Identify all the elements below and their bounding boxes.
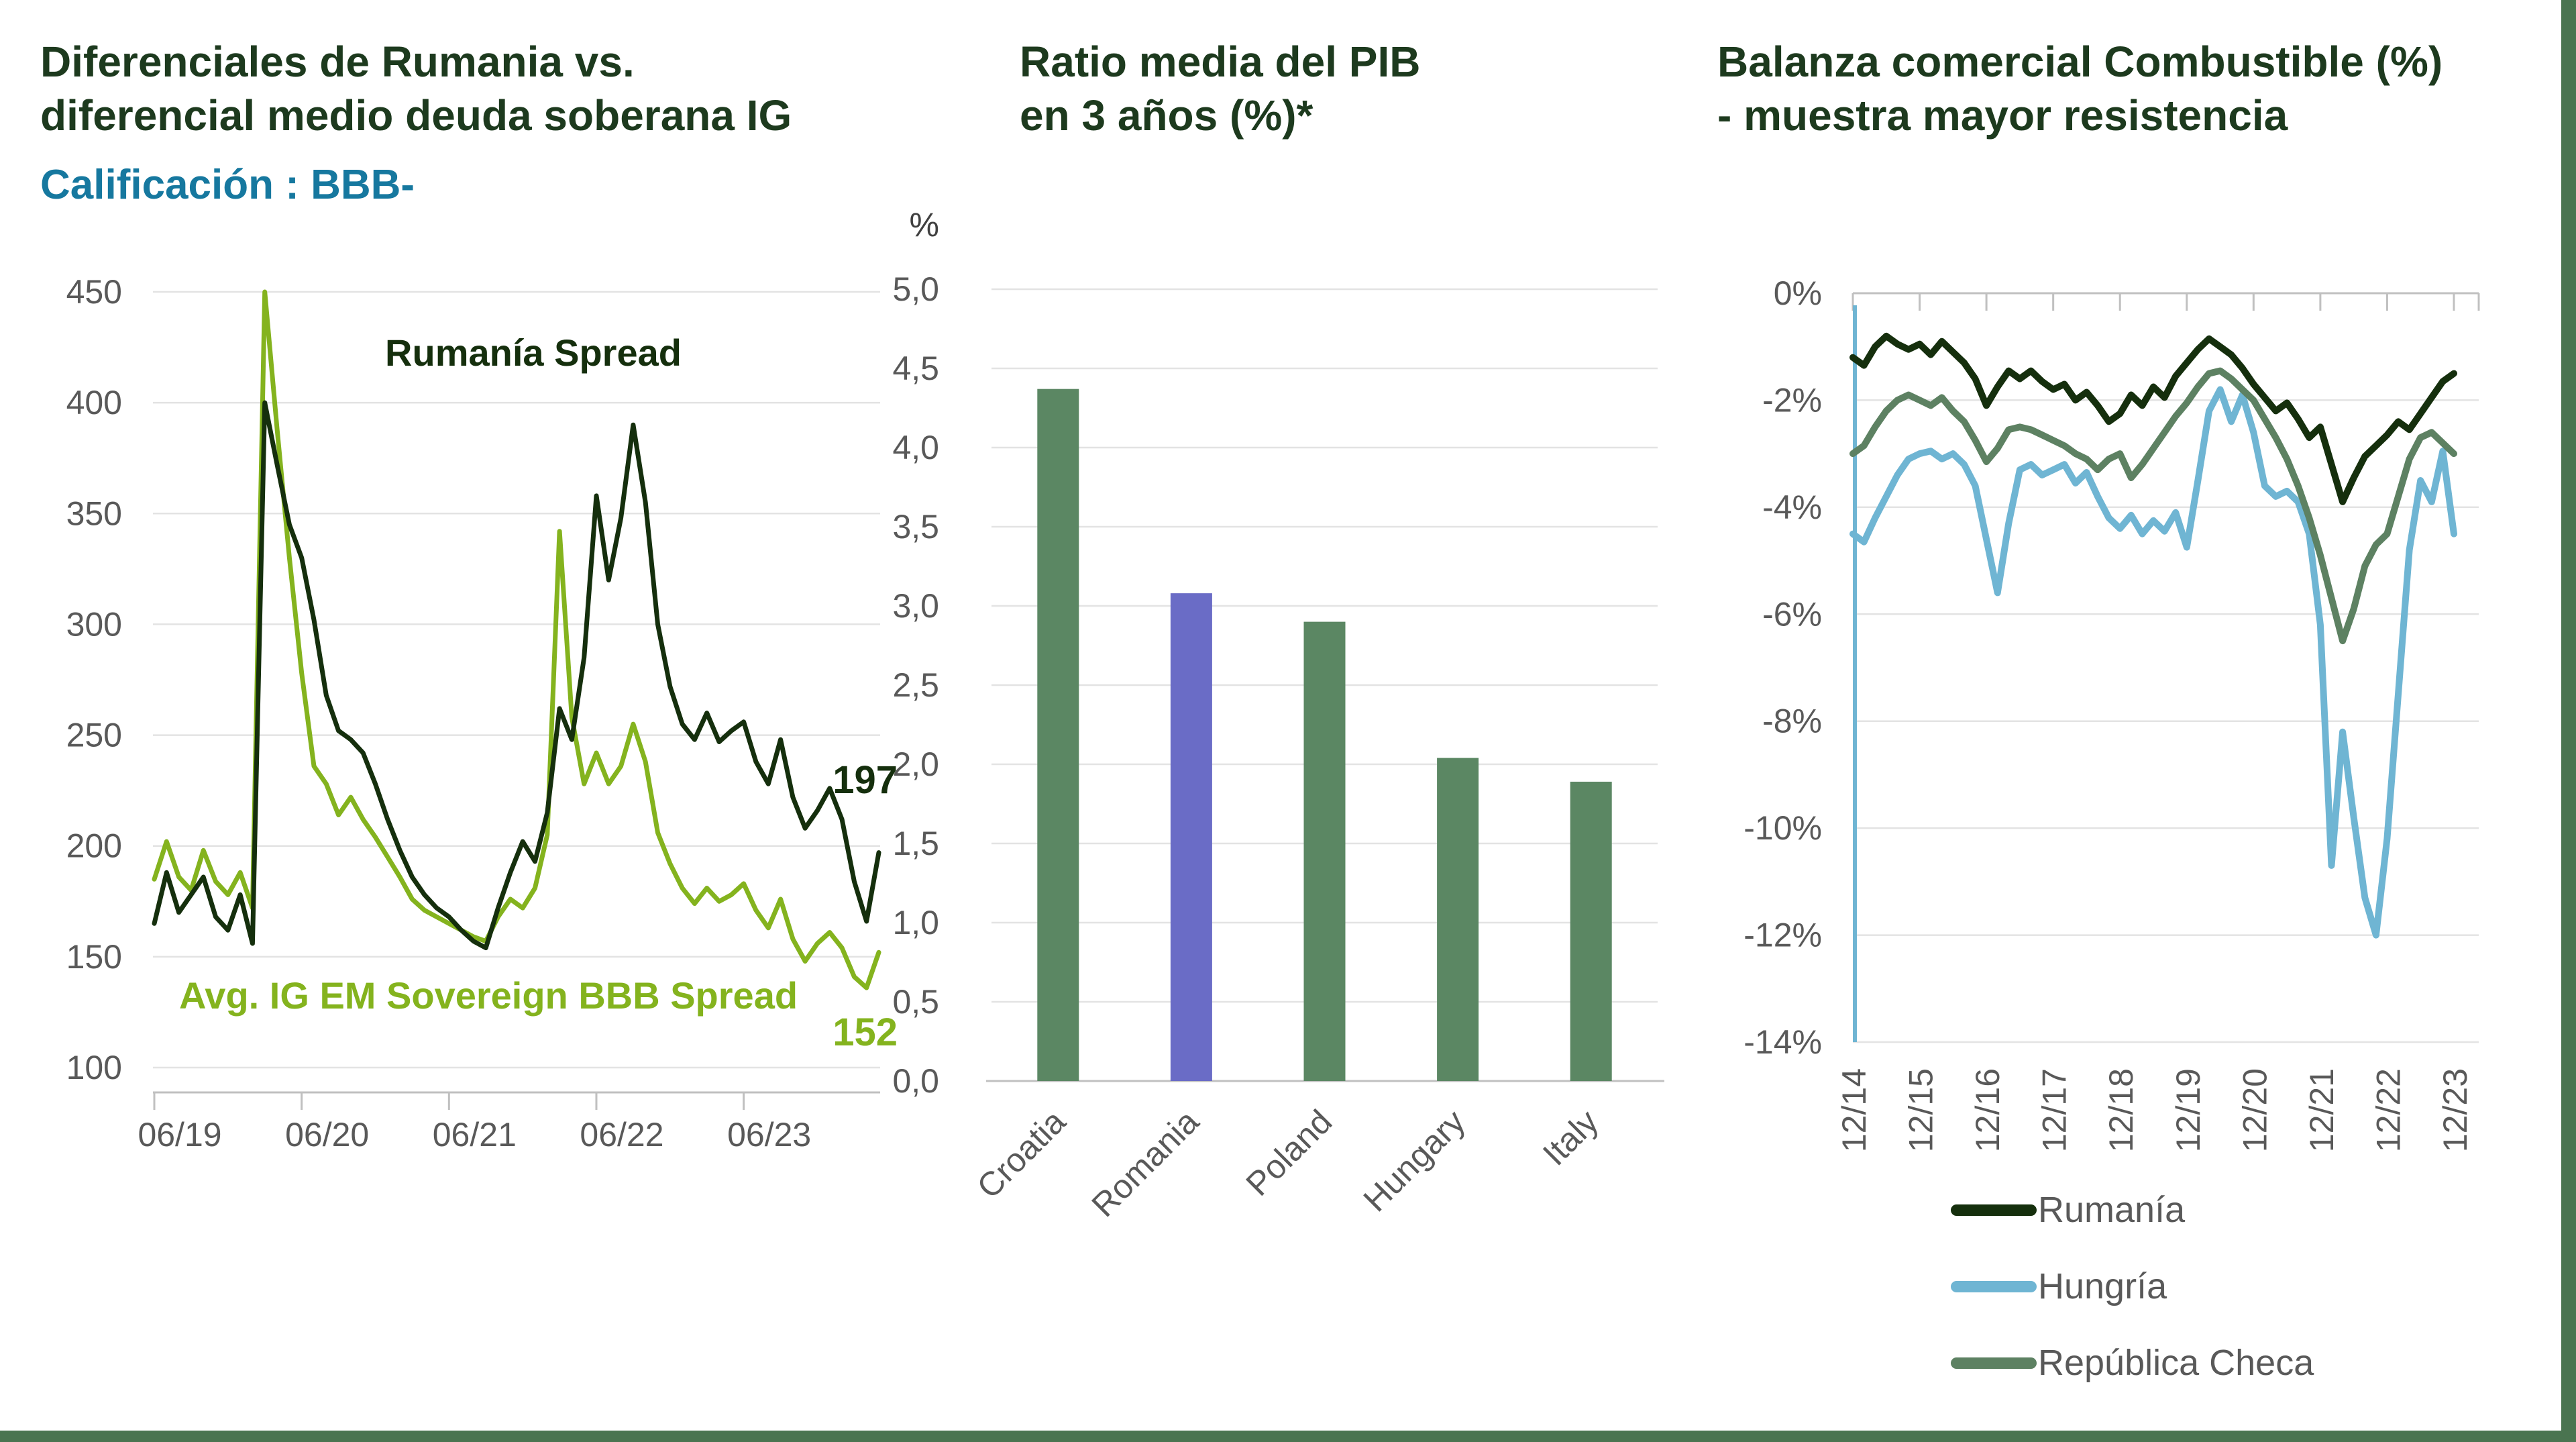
x-category-label: Romania xyxy=(1085,1102,1206,1224)
y-axis-label: -8% xyxy=(1762,703,1822,740)
x-axis-label: 12/14 xyxy=(1835,1068,1873,1152)
rumania-fuel-line xyxy=(1849,332,2457,505)
x-axis-label: 12/16 xyxy=(1969,1068,2006,1152)
spread-line-chart: 100 150 200 250 300 350 400 450 06/19 06/20 06/21 0… xyxy=(0,242,939,1198)
y-axis-label: -2% xyxy=(1762,381,1822,419)
y-axis-label: 5,0 xyxy=(892,270,939,308)
legend-item-republica-checa: República Checa xyxy=(1951,1342,2314,1384)
rumania-spread-line xyxy=(152,400,881,951)
legend-item-rumania: Rumanía xyxy=(1951,1189,2314,1231)
legend-item-hungria: Hungría xyxy=(1951,1266,2314,1307)
x-axis-label: 06/23 xyxy=(727,1116,811,1153)
x-category-label: Croatia xyxy=(970,1102,1073,1206)
end-value-label-avg-bbb: 152 xyxy=(833,1011,898,1054)
avg-bbb-spread-annotation: Avg. IG EM Sovereign BBB Spread xyxy=(179,974,798,1017)
y-axis-label: -4% xyxy=(1762,488,1822,526)
legend-label-hungria: Hungría xyxy=(2038,1266,2167,1306)
x-axis-label: 12/23 xyxy=(2436,1068,2474,1152)
y-axis-label: 1,5 xyxy=(892,825,939,862)
y-axis-label: 2,5 xyxy=(892,666,939,704)
right-chart-title-line1: Balanza comercial Combustible (%) xyxy=(1717,38,2443,86)
legend-label-republica-checa: República Checa xyxy=(2038,1343,2314,1383)
y-axis-unit-label: % xyxy=(910,206,939,244)
avg-bbb-spread-line xyxy=(152,289,881,990)
x-axis-label: 06/20 xyxy=(285,1116,369,1153)
y-axis-label: -12% xyxy=(1743,917,1822,954)
x-axis-label: 12/18 xyxy=(2102,1068,2140,1152)
frame-right-bar xyxy=(2561,0,2576,1442)
gdp-bar-chart: 0,0 0,5 1,0 1,5 2,0 2,5 3,0 3,5 4,0 4,5 5,0% Croati… xyxy=(859,201,1697,1251)
middle-chart-title-line1: Ratio media del PIB xyxy=(1020,38,1421,86)
republica-checa-fuel-line xyxy=(1849,367,2457,645)
y-axis-label: 300 xyxy=(66,605,122,643)
y-axis-label: -6% xyxy=(1762,595,1822,633)
x-axis-label: 12/17 xyxy=(2036,1068,2074,1152)
y-axis-label: 2,0 xyxy=(892,745,939,783)
y-axis-label: 100 xyxy=(66,1049,122,1086)
y-axis-label: 200 xyxy=(66,827,122,865)
bar-poland xyxy=(1303,621,1346,1081)
y-axis-label: 150 xyxy=(66,938,122,976)
rumania-spread-annotation: Rumanía Spread xyxy=(385,331,682,374)
spread-line-chart-svg: 100 150 200 250 300 350 400 450 06/19 06/20 06/21 0… xyxy=(66,273,898,1153)
y-axis-label: 250 xyxy=(66,717,122,754)
y-axis-label: 4,0 xyxy=(892,429,939,466)
x-axis-label: 12/20 xyxy=(2236,1068,2273,1152)
x-axis-label: 12/22 xyxy=(2369,1068,2407,1152)
x-axis-label: 12/19 xyxy=(2169,1068,2207,1152)
right-chart-title-line2: - muestra mayor resistencia xyxy=(1717,91,2288,140)
left-chart-subtitle: Calificación : BBB- xyxy=(40,162,415,208)
rumania-line-swatch-icon xyxy=(1951,1204,2037,1216)
x-category-label: Poland xyxy=(1239,1102,1340,1203)
y-axis-label: 350 xyxy=(66,495,122,532)
x-axis-label: 12/21 xyxy=(2303,1068,2341,1152)
fuel-chart-legend: Rumanía Hungría República Checa xyxy=(1951,1189,2314,1384)
left-chart-title-line2: diferencial medio deuda soberana IG xyxy=(40,91,792,140)
x-axis-label: 06/22 xyxy=(580,1116,663,1153)
middle-chart-title-line2: en 3 años (%)* xyxy=(1020,91,1313,140)
x-category-label: Hungary xyxy=(1356,1102,1472,1219)
x-axis-label: 06/21 xyxy=(433,1116,517,1153)
x-axis-label: 06/19 xyxy=(138,1116,221,1153)
fuel-line-chart-svg: 0% -2% -4% -6% -8% -10% -12% -14% 12/14 12/15 12/1… xyxy=(1743,274,2480,1152)
bar-italy xyxy=(1570,781,1612,1081)
y-axis-label: 0,5 xyxy=(892,983,939,1021)
y-axis-label: 400 xyxy=(66,384,122,421)
gdp-bar-chart-svg: 0,0 0,5 1,0 1,5 2,0 2,5 3,0 3,5 4,0 4,5 5,0% Croati… xyxy=(892,206,1664,1224)
x-axis-label: 12/15 xyxy=(1902,1068,1940,1152)
left-chart-title-line1: Diferenciales de Rumania vs. xyxy=(40,38,635,86)
legend-label-rumania: Rumanía xyxy=(2038,1190,2186,1230)
y-axis-label: 450 xyxy=(66,273,122,311)
frame-bottom-bar xyxy=(0,1431,2576,1442)
middle-chart-title: Ratio media del PIB en 3 años (%)* xyxy=(1020,35,1420,142)
fuel-line-chart: 0% -2% -4% -6% -8% -10% -12% -14% 12/14 12/15 12/1… xyxy=(1630,201,2542,1412)
y-axis-label: 3,0 xyxy=(892,587,939,625)
left-chart-title: Diferenciales de Rumania vs. diferencial… xyxy=(40,35,792,142)
hungria-fuel-line xyxy=(1849,386,2457,939)
y-axis-label: -14% xyxy=(1743,1023,1822,1061)
hungria-line-swatch-icon xyxy=(1951,1280,2037,1292)
y-axis-label: 0,0 xyxy=(892,1062,939,1100)
bar-romania xyxy=(1170,593,1212,1081)
bar-hungary xyxy=(1437,758,1479,1081)
x-category-label: Italy xyxy=(1536,1102,1605,1172)
republica-checa-line-swatch-icon xyxy=(1951,1357,2037,1369)
end-value-label-rumania: 197 xyxy=(833,758,898,802)
y-axis-label: 0% xyxy=(1774,274,1822,312)
right-chart-title: Balanza comercial Combustible (%) - mues… xyxy=(1717,35,2443,142)
y-axis-label: -10% xyxy=(1743,809,1822,847)
y-axis-label: 3,5 xyxy=(892,508,939,546)
y-axis-label: 1,0 xyxy=(892,904,939,941)
y-axis-label: 4,5 xyxy=(892,350,939,387)
bar-croatia xyxy=(1037,389,1079,1082)
